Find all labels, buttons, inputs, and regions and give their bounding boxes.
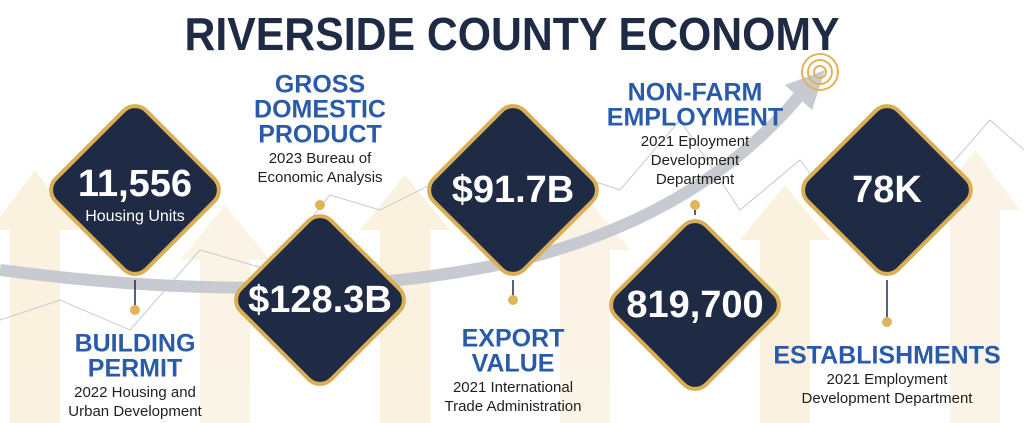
diamond: [49, 104, 221, 276]
stat-heading: PRODUCT: [258, 121, 382, 149]
stat-heading: VALUE: [472, 350, 555, 378]
stat-heading: DOMESTIC: [254, 96, 386, 124]
stat-value: $128.3B: [248, 279, 392, 321]
stat-source: 2021 International: [453, 379, 573, 396]
diamond: [609, 219, 781, 391]
stat-source: 2021 Employment: [827, 371, 949, 388]
stat-source: 2023 Bureau of: [269, 150, 372, 167]
connector-dot: [882, 317, 892, 327]
connector-dot: [508, 295, 518, 305]
stat-value: 78K: [852, 169, 922, 211]
connector-dot: [315, 200, 325, 210]
stat-source: Development Department: [802, 390, 974, 407]
diamond: [427, 104, 599, 276]
stat-source: Urban Development: [68, 403, 202, 420]
stat-source: 2022 Housing and: [74, 384, 196, 401]
stat-value: $91.7B: [452, 169, 575, 211]
stat-source: Economic Analysis: [257, 169, 382, 186]
trend-arrow-head: [785, 70, 825, 110]
diamond: [801, 104, 973, 276]
stat-heading: NON-FARM: [628, 79, 763, 107]
target-icon: [801, 53, 839, 91]
stat-heading: PERMIT: [88, 355, 182, 383]
stat-unit: Housing Units: [85, 208, 185, 225]
stat-heading: GROSS: [275, 71, 365, 99]
stat-source: Department: [656, 171, 735, 188]
connector-dot: [690, 200, 700, 210]
connector-dot: [130, 305, 140, 315]
stat-heading: EXPORT: [462, 325, 565, 353]
stat-value: 819,700: [626, 284, 763, 326]
stat-value: 11,556: [78, 163, 192, 205]
stat-source: 2021 Eployment: [641, 133, 750, 150]
stat-source: Trade Administration: [444, 398, 581, 415]
diamond: [234, 214, 406, 386]
stat-source: Development: [651, 152, 740, 169]
stat-heading: BUILDING: [75, 330, 196, 358]
page-title: RIVERSIDE COUNTY ECONOMY: [185, 8, 840, 60]
stat-heading: ESTABLISHMENTS: [773, 342, 1000, 370]
stat-heading: EMPLOYMENT: [607, 104, 783, 132]
